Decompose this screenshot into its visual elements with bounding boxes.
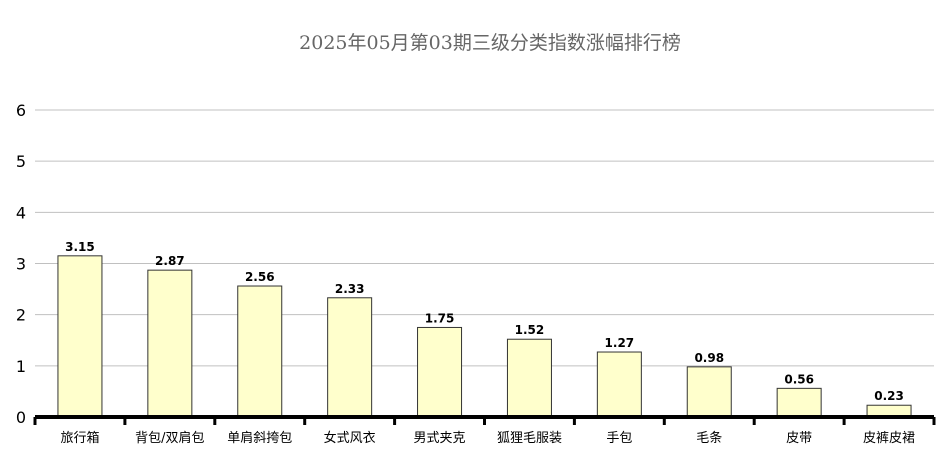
data-label: 3.15	[65, 240, 95, 254]
x-tick-label: 皮裤皮裙	[863, 431, 915, 446]
y-tick-label: 5	[16, 152, 26, 171]
data-label: 0.98	[694, 351, 724, 365]
data-label: 0.56	[784, 372, 814, 386]
y-tick-label: 4	[16, 203, 26, 222]
bar	[147, 269, 193, 418]
bar	[237, 285, 283, 418]
y-tick-label: 6	[16, 101, 26, 120]
y-tick-label: 2	[16, 306, 26, 325]
bar	[596, 351, 642, 418]
x-tick-label: 皮带	[786, 431, 812, 446]
bar	[506, 338, 552, 418]
y-tick-label: 1	[16, 357, 26, 376]
x-tick-label: 狐狸毛服装	[497, 431, 562, 446]
data-label: 2.33	[335, 282, 365, 296]
bar	[327, 297, 373, 418]
x-tick-label: 男式夹克	[414, 431, 466, 446]
y-tick-label: 0	[16, 408, 26, 427]
x-tick-label: 手包	[606, 431, 632, 446]
x-tick-label: 女式风衣	[324, 430, 376, 446]
chart-title: 2025年05月第03期三级分类指数涨幅排行榜	[299, 32, 681, 54]
x-axis: 旅行箱 背包/双肩包 单肩斜挎包 女式风衣 男式夹克 狐狸毛服装 手包 毛条 皮带 皮裤皮裙	[33, 415, 936, 446]
y-axis: 0 1 2 3 4 5 6	[16, 101, 26, 427]
data-label: 1.75	[425, 311, 455, 325]
bar	[57, 255, 103, 418]
x-tick-label: 毛条	[696, 430, 722, 446]
x-tick-label: 背包/双肩包	[135, 430, 204, 446]
y-tick-label: 3	[16, 255, 26, 274]
data-label: 2.56	[245, 270, 275, 284]
bar	[417, 326, 463, 418]
data-label: 2.87	[155, 254, 185, 268]
data-label: 1.27	[605, 336, 635, 350]
x-tick-label: 旅行箱	[60, 430, 99, 446]
bar	[686, 366, 732, 418]
bar	[776, 387, 822, 418]
data-label: 0.23	[874, 389, 904, 403]
bars	[57, 255, 912, 418]
data-label: 1.52	[515, 323, 545, 337]
data-labels: 3.15 2.87 2.56 2.33 1.75 1.52 1.27 0.98 0.56 0.23	[65, 240, 904, 403]
x-tick-label: 单肩斜挎包	[227, 430, 292, 446]
